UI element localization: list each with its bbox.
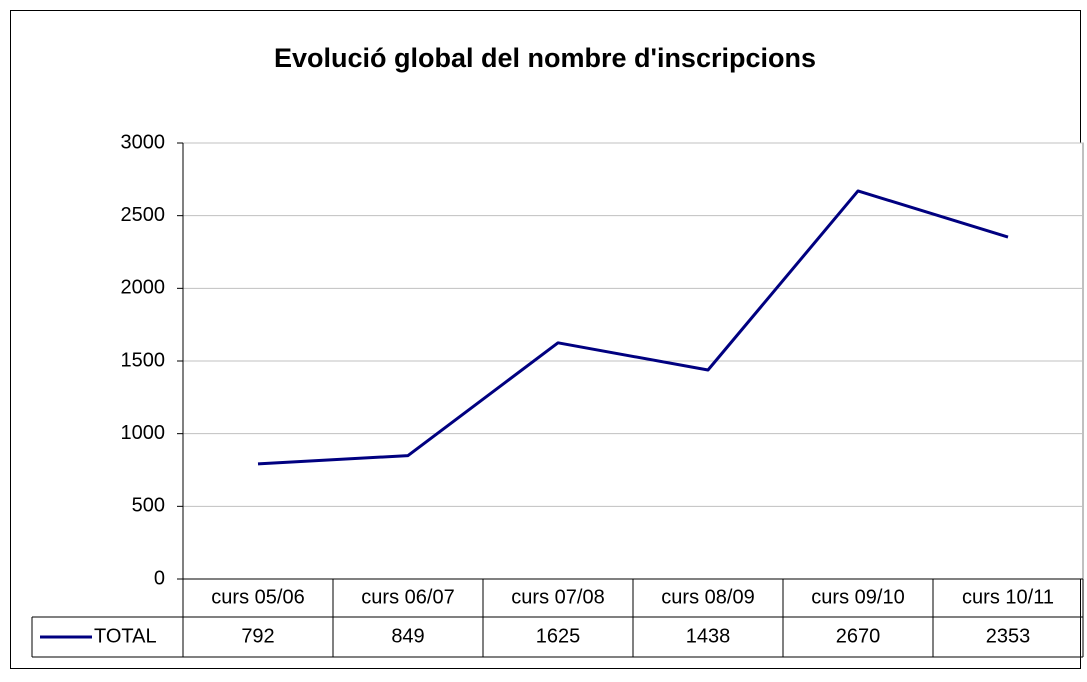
table-value: 849: [391, 625, 424, 647]
table-value: 792: [241, 625, 274, 647]
y-tick-label: 2000: [121, 277, 166, 299]
table-value: 2670: [836, 625, 881, 647]
y-tick-label: 3000: [121, 131, 166, 153]
table-value: 2353: [986, 625, 1031, 647]
y-tick-label: 500: [132, 495, 165, 517]
y-tick-label: 0: [154, 567, 165, 589]
x-tick-label: curs 09/10: [811, 586, 904, 608]
x-tick-label: curs 05/06: [211, 586, 304, 608]
series-line: [257, 189, 1009, 466]
table-value: 1625: [536, 625, 581, 647]
x-tick-label: curs 10/11: [962, 586, 1054, 608]
y-tick-label: 1500: [121, 349, 166, 371]
chart-title: Evolució global del nombre d'inscripcion…: [274, 43, 816, 73]
x-tick-label: curs 07/08: [511, 586, 604, 608]
x-tick-label: curs 06/07: [361, 586, 454, 608]
legend-label: TOTAL: [94, 625, 157, 647]
y-tick-label: 2500: [121, 204, 166, 226]
table-value: 1438: [686, 625, 731, 647]
x-tick-label: curs 08/09: [661, 586, 754, 608]
y-tick-label: 1000: [121, 422, 166, 444]
